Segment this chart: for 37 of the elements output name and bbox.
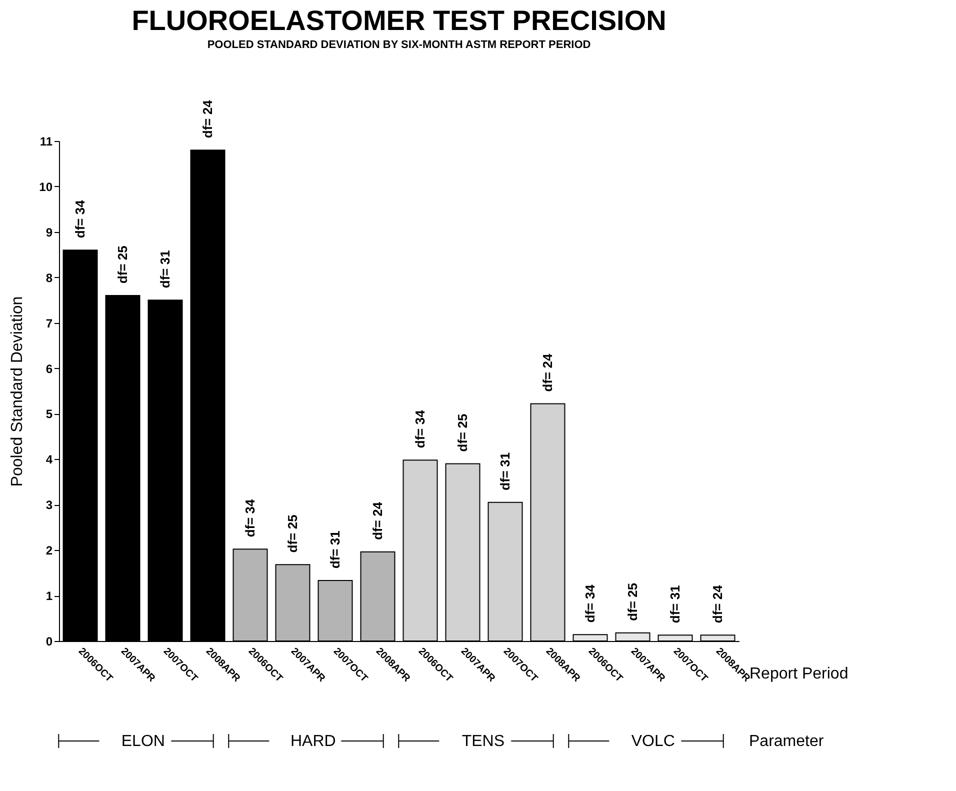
x-axis-title: Report Period [750, 666, 848, 682]
legend-label: TENS [462, 733, 504, 750]
y-tick-label: 2 [46, 544, 53, 558]
annotation: df= 31 [157, 250, 172, 288]
y-tick-label: 5 [46, 407, 53, 422]
annotation: df= 24 [710, 584, 725, 624]
annotation: df= 34 [72, 199, 88, 238]
y-tick-label: 9 [46, 225, 53, 240]
y-tick-label: 4 [46, 452, 53, 467]
legend-title: Parameter [749, 733, 824, 750]
annotation: df= 31 [667, 585, 682, 624]
annotation: df= 24 [370, 501, 385, 540]
legend-label: HARD [290, 733, 336, 750]
annotation: df= 31 [327, 530, 342, 569]
annotation: df= 25 [454, 414, 470, 452]
chart-subtitle: POOLED STANDARD DEVIATION BY SIX-MONTH ASTM REPORT PERIOD [207, 39, 591, 52]
annotation: df= 25 [114, 246, 130, 284]
y-tick-label: 6 [46, 362, 53, 376]
chart-title: FLUOROELASTOMER TEST PRECISION [132, 5, 666, 36]
annotation: df= 34 [582, 584, 598, 623]
y-tick-label: 8 [46, 270, 53, 285]
annotation: df= 25 [284, 514, 300, 553]
y-tick-label: 11 [40, 134, 53, 148]
legend-label: VOLC [631, 733, 675, 750]
text: df= 24 [200, 99, 215, 138]
y-tick-label: 0 [46, 634, 53, 648]
annotation: df= 24 [540, 353, 555, 392]
y-tick-label: 10 [39, 180, 53, 194]
y-axis-title: Pooled Standard Deviation [9, 296, 26, 487]
y-tick-label: 3 [46, 498, 53, 512]
legend-label: ELON [121, 733, 165, 750]
y-tick-label: 7 [46, 316, 53, 330]
y-tick-label: 1 [46, 589, 53, 604]
annotation: df= 31 [497, 452, 512, 490]
annotation: df= 34 [242, 498, 258, 538]
annotation: df= 25 [624, 582, 640, 621]
annotation: df= 34 [412, 409, 428, 448]
